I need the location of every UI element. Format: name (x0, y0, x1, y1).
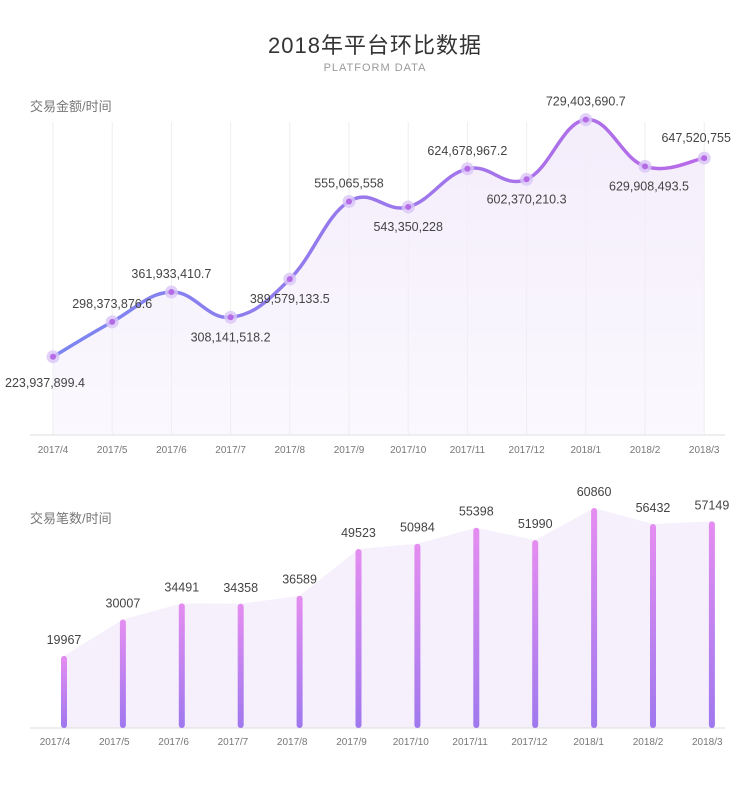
x-tick-2017/8: 2017/8 (277, 737, 308, 748)
point-2017/9 (346, 198, 352, 205)
x-tick-2017/11: 2017/11 (450, 445, 486, 456)
bar-area (64, 508, 712, 728)
data-label-2018/1: 60860 (577, 485, 612, 499)
data-label-2017/6: 361,933,410.7 (131, 267, 211, 281)
point-2017/5 (109, 318, 116, 325)
bar-chart-ylabel: 交易笔数/时间 (30, 511, 112, 526)
x-tick-2018/1: 2018/1 (571, 445, 602, 456)
bar-2018/3 (708, 521, 715, 728)
x-tick-2017/10: 2017/10 (393, 737, 430, 748)
x-tick-2017/10: 2017/10 (390, 445, 427, 456)
bar-2018/1 (591, 508, 598, 728)
data-label-2018/3: 57149 (695, 498, 730, 512)
line-area (53, 119, 705, 435)
x-tick-2017/5: 2017/5 (97, 445, 128, 456)
bar-2017/4 (61, 655, 67, 728)
point-2017/6 (168, 289, 175, 296)
data-label-2017/8: 36589 (282, 573, 317, 587)
x-tick-2017/12: 2017/12 (511, 737, 548, 748)
point-2018/2 (642, 163, 648, 170)
bar-2017/5 (119, 619, 126, 728)
page-title: 2018年平台环比数据 (268, 33, 482, 58)
x-tick-2017/11: 2017/11 (452, 737, 488, 748)
page-subtitle: PLATFORM DATA (323, 62, 427, 74)
x-tick-2017/8: 2017/8 (275, 445, 306, 456)
bar-2018/2 (650, 524, 656, 728)
bar-2017/9 (355, 548, 362, 728)
x-tick-2017/4: 2017/4 (38, 445, 69, 456)
data-label-2017/12: 602,370,210.3 (487, 192, 567, 206)
data-label-2018/2: 629,908,493.5 (609, 179, 689, 193)
data-label-2017/12: 51990 (518, 517, 553, 531)
point-2017/4 (50, 353, 56, 360)
data-label-2018/3: 647,520,755 (661, 131, 731, 145)
data-label-2017/7: 34358 (223, 581, 258, 595)
x-tick-2017/7: 2017/7 (215, 445, 246, 456)
x-tick-2017/12: 2017/12 (509, 445, 546, 456)
data-label-2017/9: 49523 (341, 526, 376, 540)
bar-2017/7 (237, 603, 244, 728)
x-tick-2017/9: 2017/9 (336, 737, 367, 748)
bar-2017/12 (532, 540, 539, 728)
x-tick-2018/3: 2018/3 (692, 737, 723, 748)
line-chart-ylabel: 交易金额/时间 (30, 99, 112, 114)
data-label-2017/11: 624,678,967.2 (427, 144, 507, 158)
data-label-2017/9: 555,065,558 (314, 176, 384, 190)
point-2018/3 (701, 155, 708, 162)
x-tick-2018/2: 2018/2 (633, 737, 664, 748)
point-2017/11 (464, 165, 471, 172)
data-label-2017/7: 308,141,518.2 (191, 330, 271, 344)
bar-2017/8 (296, 595, 303, 728)
x-tick-2018/1: 2018/1 (573, 737, 604, 748)
x-tick-2017/6: 2017/6 (156, 445, 187, 456)
data-label-2017/5: 298,373,876.6 (72, 297, 152, 311)
data-label-2017/8: 389,579,133.5 (250, 292, 330, 306)
data-label-2017/4: 19967 (47, 633, 82, 647)
bar-2017/10 (414, 543, 421, 728)
data-label-2017/10: 50984 (400, 521, 435, 535)
point-2017/7 (227, 314, 234, 321)
point-2017/10 (405, 203, 412, 210)
x-tick-2017/4: 2017/4 (40, 737, 71, 748)
x-tick-2018/2: 2018/2 (630, 445, 661, 456)
bar-2017/11 (473, 527, 480, 728)
x-tick-2017/6: 2017/6 (158, 737, 189, 748)
data-label-2017/10: 543,350,228 (373, 220, 443, 234)
x-tick-2018/3: 2018/3 (689, 445, 720, 456)
data-label-2017/6: 34491 (164, 580, 199, 594)
point-2017/8 (286, 276, 293, 283)
data-label-2017/11: 55398 (459, 505, 494, 519)
data-label-2018/1: 729,403,690.7 (546, 95, 626, 109)
data-label-2018/2: 56432 (636, 501, 671, 515)
data-label-2017/4: 223,937,899.4 (5, 376, 85, 390)
point-2017/12 (523, 176, 530, 183)
bar-2017/6 (178, 603, 185, 728)
x-tick-2017/9: 2017/9 (334, 445, 365, 456)
point-2018/1 (582, 116, 589, 123)
x-tick-2017/7: 2017/7 (218, 737, 249, 748)
data-label-2017/5: 30007 (106, 597, 141, 611)
x-tick-2017/5: 2017/5 (99, 737, 130, 748)
